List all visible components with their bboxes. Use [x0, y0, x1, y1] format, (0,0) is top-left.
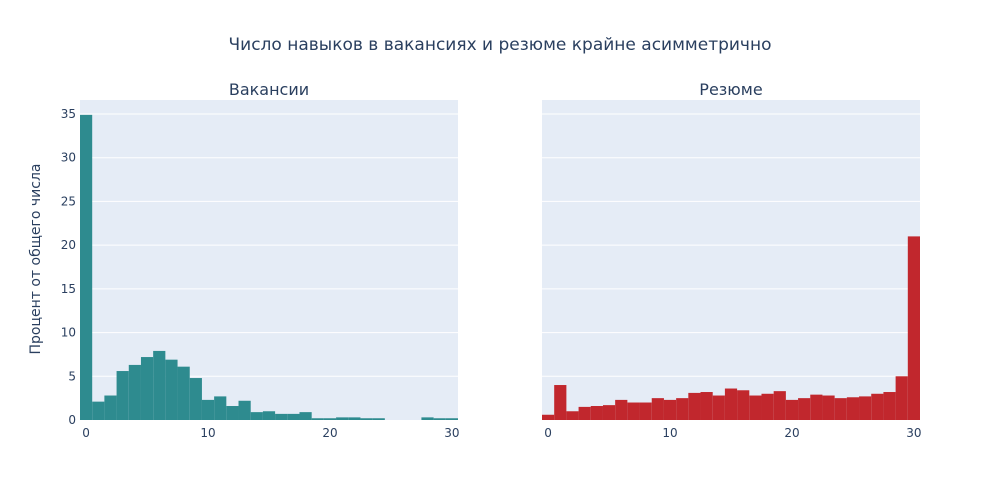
bar — [883, 392, 896, 420]
bar — [700, 392, 713, 420]
bar — [542, 414, 555, 420]
bar — [165, 359, 178, 420]
bar — [639, 402, 652, 420]
panel-title: Резюме — [699, 80, 762, 99]
bar — [907, 236, 920, 420]
x-tick-label: 20 — [322, 426, 337, 440]
y-tick-label: 25 — [61, 194, 76, 208]
bar — [834, 398, 847, 420]
bar — [445, 418, 458, 420]
bar — [372, 418, 385, 420]
bar — [578, 406, 591, 420]
bar — [651, 398, 664, 420]
bar — [737, 390, 750, 420]
bar — [189, 378, 202, 420]
x-tick-label: 10 — [662, 426, 677, 440]
bar — [275, 413, 288, 420]
bar — [348, 417, 361, 420]
bar — [615, 399, 628, 420]
bar — [311, 418, 324, 420]
y-tick-label: 0 — [68, 413, 76, 427]
y-axis-label: Процент от общего числа — [28, 163, 44, 354]
bar — [895, 376, 908, 420]
y-tick-label: 15 — [61, 282, 76, 296]
bar — [822, 395, 835, 420]
gridlines — [542, 113, 920, 377]
y-tick-label: 30 — [61, 151, 76, 165]
bar — [140, 357, 154, 420]
bar — [712, 395, 725, 420]
bar — [421, 417, 434, 420]
bar — [602, 405, 616, 420]
bar — [810, 394, 823, 420]
bar — [724, 388, 738, 420]
x-tick-label: 0 — [544, 426, 552, 440]
bar — [336, 417, 349, 420]
bar — [846, 397, 860, 420]
bar — [590, 406, 603, 420]
bar — [104, 395, 117, 420]
bar — [92, 401, 105, 420]
bar — [177, 366, 190, 420]
bar — [761, 393, 774, 420]
x-tick-label: 20 — [784, 426, 799, 440]
x-tick-label: 30 — [906, 426, 921, 440]
bar — [128, 364, 141, 420]
bar — [323, 418, 337, 420]
bar — [80, 114, 93, 420]
bar — [773, 391, 786, 420]
bar — [676, 398, 689, 420]
bar — [262, 411, 276, 420]
x-tick-label: 10 — [200, 426, 215, 440]
bar — [859, 396, 872, 420]
bar — [153, 350, 166, 420]
chart-title: Число навыков в вакансиях и резюме крайн… — [229, 35, 772, 55]
y-tick-label: 5 — [68, 369, 76, 383]
y-ticks: 0 5 10 15 20 25 30 35 — [61, 107, 76, 427]
bar — [566, 411, 579, 420]
y-tick-label: 35 — [61, 107, 76, 121]
bar — [214, 396, 227, 420]
bar — [287, 413, 300, 420]
bar — [627, 402, 640, 420]
bar — [201, 399, 215, 420]
bar — [798, 398, 811, 420]
bar — [250, 412, 263, 420]
panel-vacancies: 0 10 20 30 0 5 10 15 20 25 30 35 Вакансии — [61, 80, 460, 440]
y-tick-label: 10 — [61, 326, 76, 340]
bars — [542, 236, 920, 420]
x-ticks: 0 10 20 30 — [544, 426, 921, 440]
x-tick-label: 30 — [444, 426, 459, 440]
bar — [688, 392, 701, 420]
bar — [663, 399, 677, 420]
panel-title: Вакансии — [229, 80, 309, 99]
bar — [554, 385, 567, 420]
bar — [299, 412, 312, 420]
x-ticks: 0 10 20 30 — [82, 426, 459, 440]
panel-resumes: 0 10 20 30 Резюме — [542, 80, 922, 440]
bar — [785, 399, 799, 420]
plot-background — [542, 100, 920, 420]
y-tick-label: 20 — [61, 238, 76, 252]
x-tick-label: 0 — [82, 426, 90, 440]
bars — [80, 114, 458, 420]
bar — [238, 400, 251, 420]
bar — [226, 406, 239, 420]
bar — [116, 371, 129, 420]
bar — [749, 395, 762, 420]
bar — [433, 418, 446, 420]
bar — [871, 393, 884, 420]
bar — [360, 418, 373, 420]
